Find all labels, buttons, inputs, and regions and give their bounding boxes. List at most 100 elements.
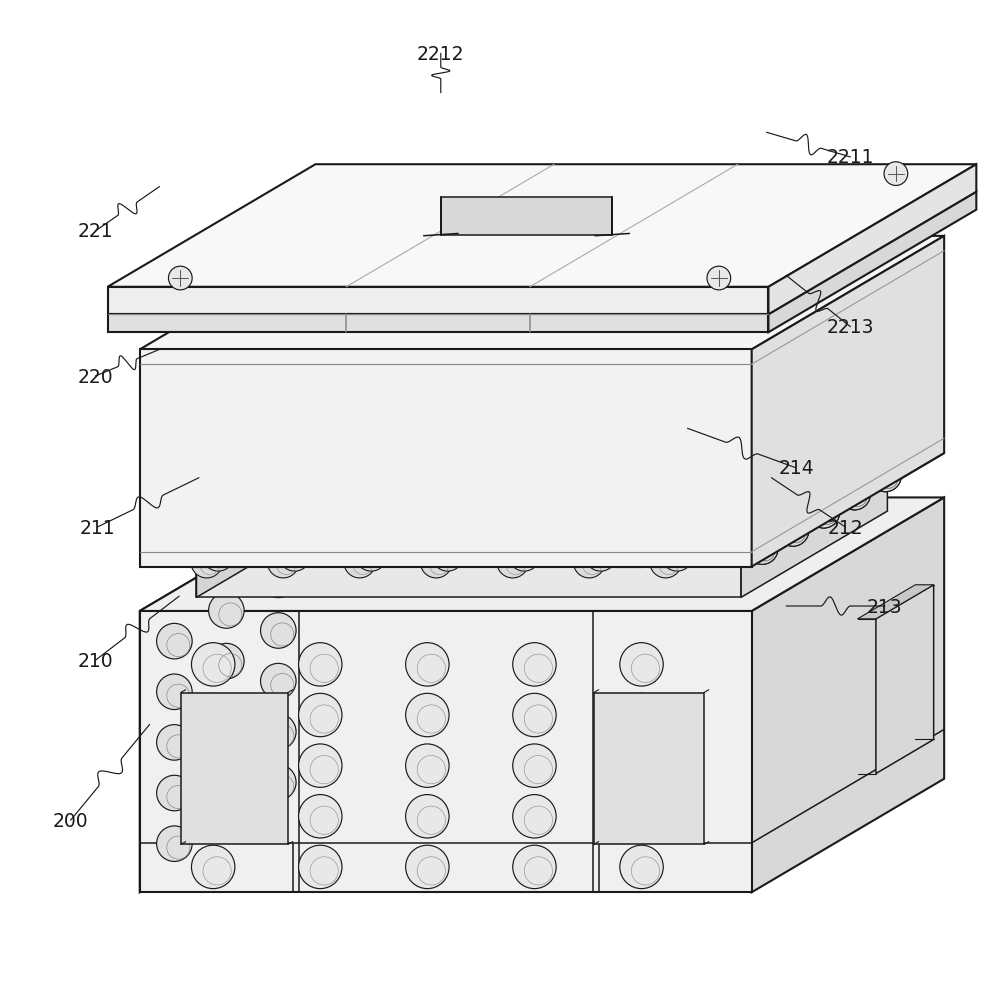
- Circle shape: [191, 744, 235, 788]
- Circle shape: [191, 795, 235, 838]
- Polygon shape: [441, 198, 612, 236]
- Circle shape: [157, 775, 192, 810]
- Polygon shape: [108, 316, 768, 333]
- Circle shape: [191, 643, 235, 686]
- Circle shape: [808, 497, 840, 528]
- Circle shape: [513, 795, 556, 838]
- Circle shape: [406, 643, 449, 686]
- Circle shape: [261, 714, 296, 749]
- Circle shape: [746, 533, 778, 565]
- Circle shape: [777, 515, 809, 546]
- Circle shape: [620, 643, 663, 686]
- Circle shape: [299, 845, 342, 888]
- Circle shape: [299, 795, 342, 838]
- Circle shape: [839, 479, 870, 511]
- Polygon shape: [181, 693, 288, 845]
- Polygon shape: [858, 586, 934, 619]
- Circle shape: [299, 643, 342, 686]
- Polygon shape: [140, 611, 752, 892]
- Polygon shape: [183, 482, 217, 488]
- Polygon shape: [140, 498, 944, 611]
- Circle shape: [355, 540, 387, 572]
- Circle shape: [620, 795, 663, 838]
- Circle shape: [202, 540, 234, 572]
- Circle shape: [650, 547, 681, 579]
- Circle shape: [839, 479, 870, 511]
- Polygon shape: [154, 505, 178, 544]
- Circle shape: [261, 765, 296, 801]
- Circle shape: [209, 744, 244, 780]
- Circle shape: [661, 540, 693, 572]
- Text: 212: 212: [828, 518, 863, 537]
- Circle shape: [839, 479, 870, 511]
- Polygon shape: [140, 553, 752, 567]
- Circle shape: [508, 540, 540, 572]
- Polygon shape: [752, 237, 944, 567]
- Text: 221: 221: [78, 222, 113, 242]
- Polygon shape: [140, 237, 944, 350]
- Circle shape: [513, 693, 556, 737]
- Polygon shape: [219, 518, 244, 567]
- Circle shape: [432, 540, 464, 572]
- Text: 2213: 2213: [827, 317, 874, 337]
- Polygon shape: [752, 498, 944, 892]
- Circle shape: [299, 744, 342, 788]
- Polygon shape: [196, 553, 741, 598]
- Circle shape: [248, 491, 276, 519]
- Circle shape: [513, 643, 556, 686]
- Circle shape: [870, 460, 901, 492]
- Circle shape: [191, 547, 223, 579]
- Polygon shape: [768, 192, 976, 333]
- Circle shape: [261, 664, 296, 699]
- Text: 214: 214: [778, 458, 814, 478]
- Polygon shape: [140, 350, 752, 567]
- Circle shape: [497, 547, 528, 579]
- Polygon shape: [140, 498, 332, 892]
- Circle shape: [157, 826, 192, 862]
- Polygon shape: [196, 467, 343, 598]
- Polygon shape: [876, 586, 934, 774]
- Circle shape: [261, 562, 296, 598]
- Circle shape: [191, 693, 235, 737]
- Polygon shape: [189, 518, 213, 567]
- Circle shape: [513, 744, 556, 788]
- Circle shape: [620, 845, 663, 888]
- Circle shape: [870, 460, 901, 492]
- Circle shape: [884, 163, 908, 186]
- Polygon shape: [219, 501, 273, 518]
- Circle shape: [214, 512, 241, 539]
- Polygon shape: [332, 454, 944, 467]
- Circle shape: [808, 497, 840, 528]
- Circle shape: [707, 267, 731, 291]
- Polygon shape: [108, 288, 768, 316]
- Circle shape: [406, 744, 449, 788]
- Circle shape: [179, 531, 207, 559]
- Circle shape: [209, 796, 244, 831]
- Circle shape: [620, 744, 663, 788]
- Polygon shape: [108, 165, 976, 288]
- Polygon shape: [617, 518, 642, 567]
- Text: 200: 200: [53, 810, 88, 830]
- Circle shape: [261, 613, 296, 649]
- Circle shape: [191, 845, 235, 888]
- Text: 213: 213: [867, 597, 903, 616]
- Circle shape: [299, 693, 342, 737]
- Circle shape: [420, 547, 452, 579]
- Text: 2212: 2212: [417, 44, 465, 64]
- Polygon shape: [140, 454, 343, 567]
- Circle shape: [157, 624, 192, 660]
- Circle shape: [209, 644, 244, 679]
- Circle shape: [585, 540, 617, 572]
- Circle shape: [157, 725, 192, 760]
- Circle shape: [406, 795, 449, 838]
- Polygon shape: [594, 693, 704, 845]
- Polygon shape: [741, 467, 887, 598]
- Circle shape: [209, 694, 244, 730]
- Circle shape: [513, 845, 556, 888]
- Circle shape: [746, 533, 778, 565]
- Polygon shape: [154, 499, 163, 544]
- Circle shape: [344, 547, 375, 579]
- Polygon shape: [189, 501, 242, 518]
- Circle shape: [870, 460, 901, 492]
- Circle shape: [573, 547, 605, 579]
